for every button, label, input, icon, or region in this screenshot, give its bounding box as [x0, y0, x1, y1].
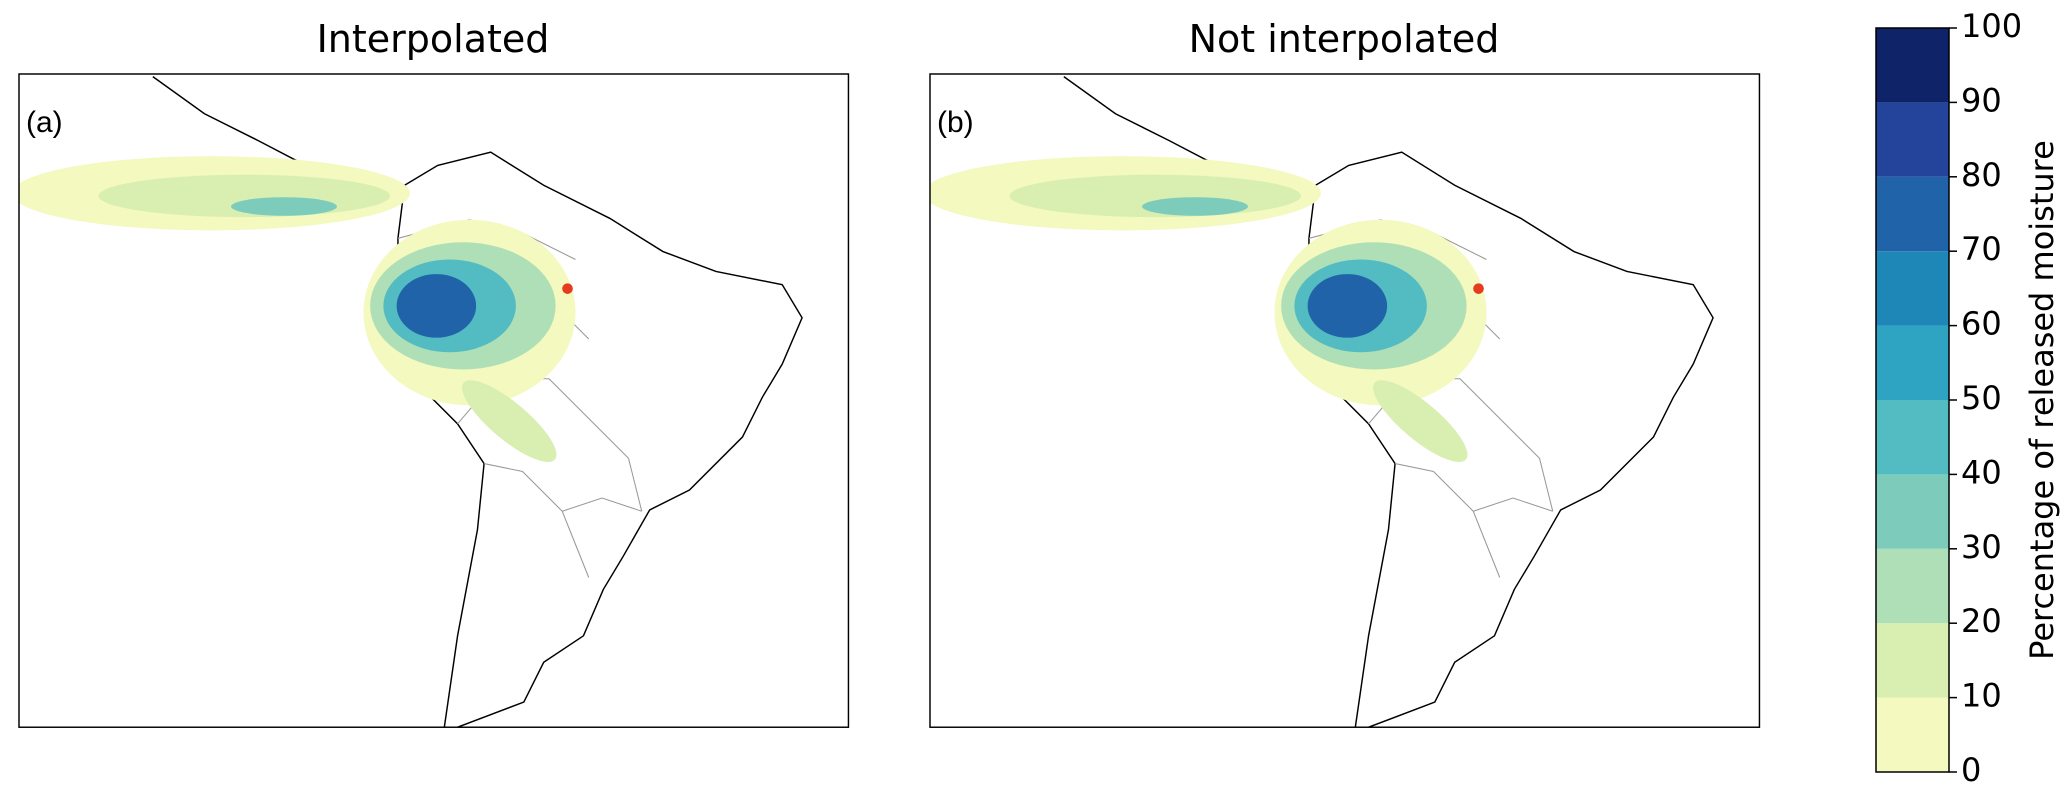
colorbar-bin — [1876, 176, 1949, 252]
colorbar-bin — [1876, 325, 1949, 400]
colorbar-bin — [1876, 697, 1949, 772]
colorbar-bin — [1876, 102, 1949, 177]
panel-label: (a) — [26, 106, 63, 139]
panel-label: (b) — [937, 106, 974, 139]
colorbar-bin — [1876, 548, 1949, 624]
colorbar-tick-label: 80 — [1961, 156, 2002, 194]
colorbar-bin — [1876, 251, 1949, 326]
map — [923, 74, 1759, 727]
panel-a: Interpolated (a) — [12, 17, 848, 727]
colorbar-tick-label: 90 — [1961, 81, 2002, 119]
colorbar-tick-label: 10 — [1961, 677, 2002, 715]
colorbar-bin — [1876, 28, 1949, 103]
colorbar-bin — [1876, 474, 1949, 549]
panel-title: Interpolated — [317, 17, 550, 61]
map — [12, 74, 848, 727]
colorbar-tick-label: 70 — [1961, 230, 2002, 268]
panel-b: Not interpolated (b) — [923, 17, 1759, 727]
colorbar-tick-label: 30 — [1961, 528, 2002, 566]
colorbar-bin — [1876, 623, 1949, 698]
panel-title: Not interpolated — [1189, 17, 1500, 61]
colorbar-tick-label: 100 — [1961, 7, 2022, 45]
colorbar-tick-label: 60 — [1961, 305, 2002, 343]
colorbar-tick-label: 20 — [1961, 602, 2002, 640]
colorbar-bin — [1876, 400, 1949, 475]
colorbar-tick-label: 50 — [1961, 379, 2002, 417]
colorbar-tick-label: 40 — [1961, 453, 2002, 491]
colorbar-label: Percentage of released moisture — [2023, 140, 2061, 660]
colorbar: 0 10 20 30 40 50 60 70 80 90 100 — [1875, 7, 2022, 789]
colorbar-tick-label: 0 — [1961, 751, 1981, 789]
